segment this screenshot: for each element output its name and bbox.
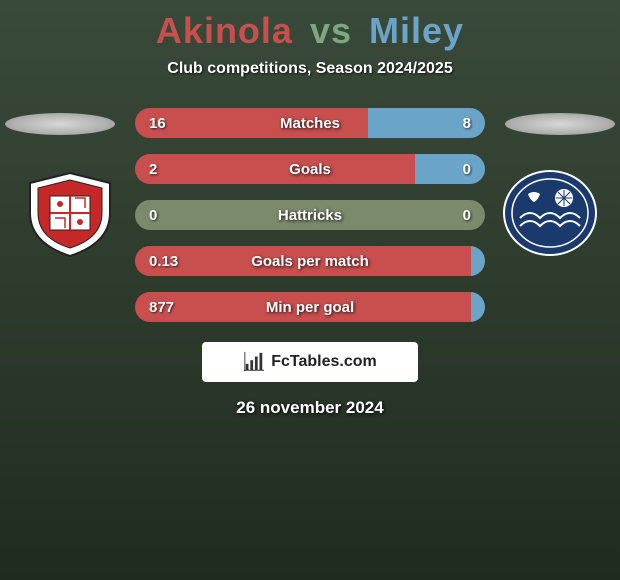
stat-right-bar: 0 [310, 200, 485, 230]
stat-row: 168Matches [135, 108, 485, 138]
stat-row: 0.13Goals per match [135, 246, 485, 276]
stat-left-value: 2 [149, 161, 157, 178]
shield-icon [20, 168, 120, 258]
content-area: 168Matches20Goals00Hattricks0.13Goals pe… [0, 108, 620, 418]
stat-left-value: 0.13 [149, 253, 178, 270]
stat-left-bar: 2 [135, 154, 415, 184]
stat-row: 00Hattricks [135, 200, 485, 230]
stat-left-bar: 16 [135, 108, 368, 138]
competition-subtitle: Club competitions, Season 2024/2025 [0, 60, 620, 78]
stat-row: 877Min per goal [135, 292, 485, 322]
brand-badge: FcTables.com [202, 342, 418, 382]
snapshot-date: 26 november 2024 [0, 398, 620, 418]
stats-bars: 168Matches20Goals00Hattricks0.13Goals pe… [135, 108, 485, 322]
vs-separator: vs [310, 10, 352, 51]
stat-row: 20Goals [135, 154, 485, 184]
stat-right-value: 0 [463, 161, 471, 178]
left-club-crest [20, 168, 120, 258]
player2-name: Miley [369, 10, 464, 51]
stat-right-bar [471, 292, 485, 322]
brand-text: FcTables.com [271, 353, 377, 371]
stat-left-value: 0 [149, 207, 157, 224]
right-club-crest [500, 168, 600, 258]
stat-right-bar: 0 [415, 154, 485, 184]
stat-left-value: 877 [149, 299, 174, 316]
stat-right-bar: 8 [368, 108, 485, 138]
right-platform [505, 113, 615, 135]
bar-chart-icon [243, 351, 265, 373]
stat-left-bar: 0.13 [135, 246, 471, 276]
stat-right-bar [471, 246, 485, 276]
stat-right-value: 0 [463, 207, 471, 224]
stat-left-bar: 877 [135, 292, 471, 322]
stat-right-value: 8 [463, 115, 471, 132]
stat-left-value: 16 [149, 115, 166, 132]
stat-left-bar: 0 [135, 200, 310, 230]
left-platform [5, 113, 115, 135]
player1-name: Akinola [156, 10, 293, 51]
shield-icon [500, 168, 600, 258]
comparison-title: Akinola vs Miley [0, 0, 620, 52]
